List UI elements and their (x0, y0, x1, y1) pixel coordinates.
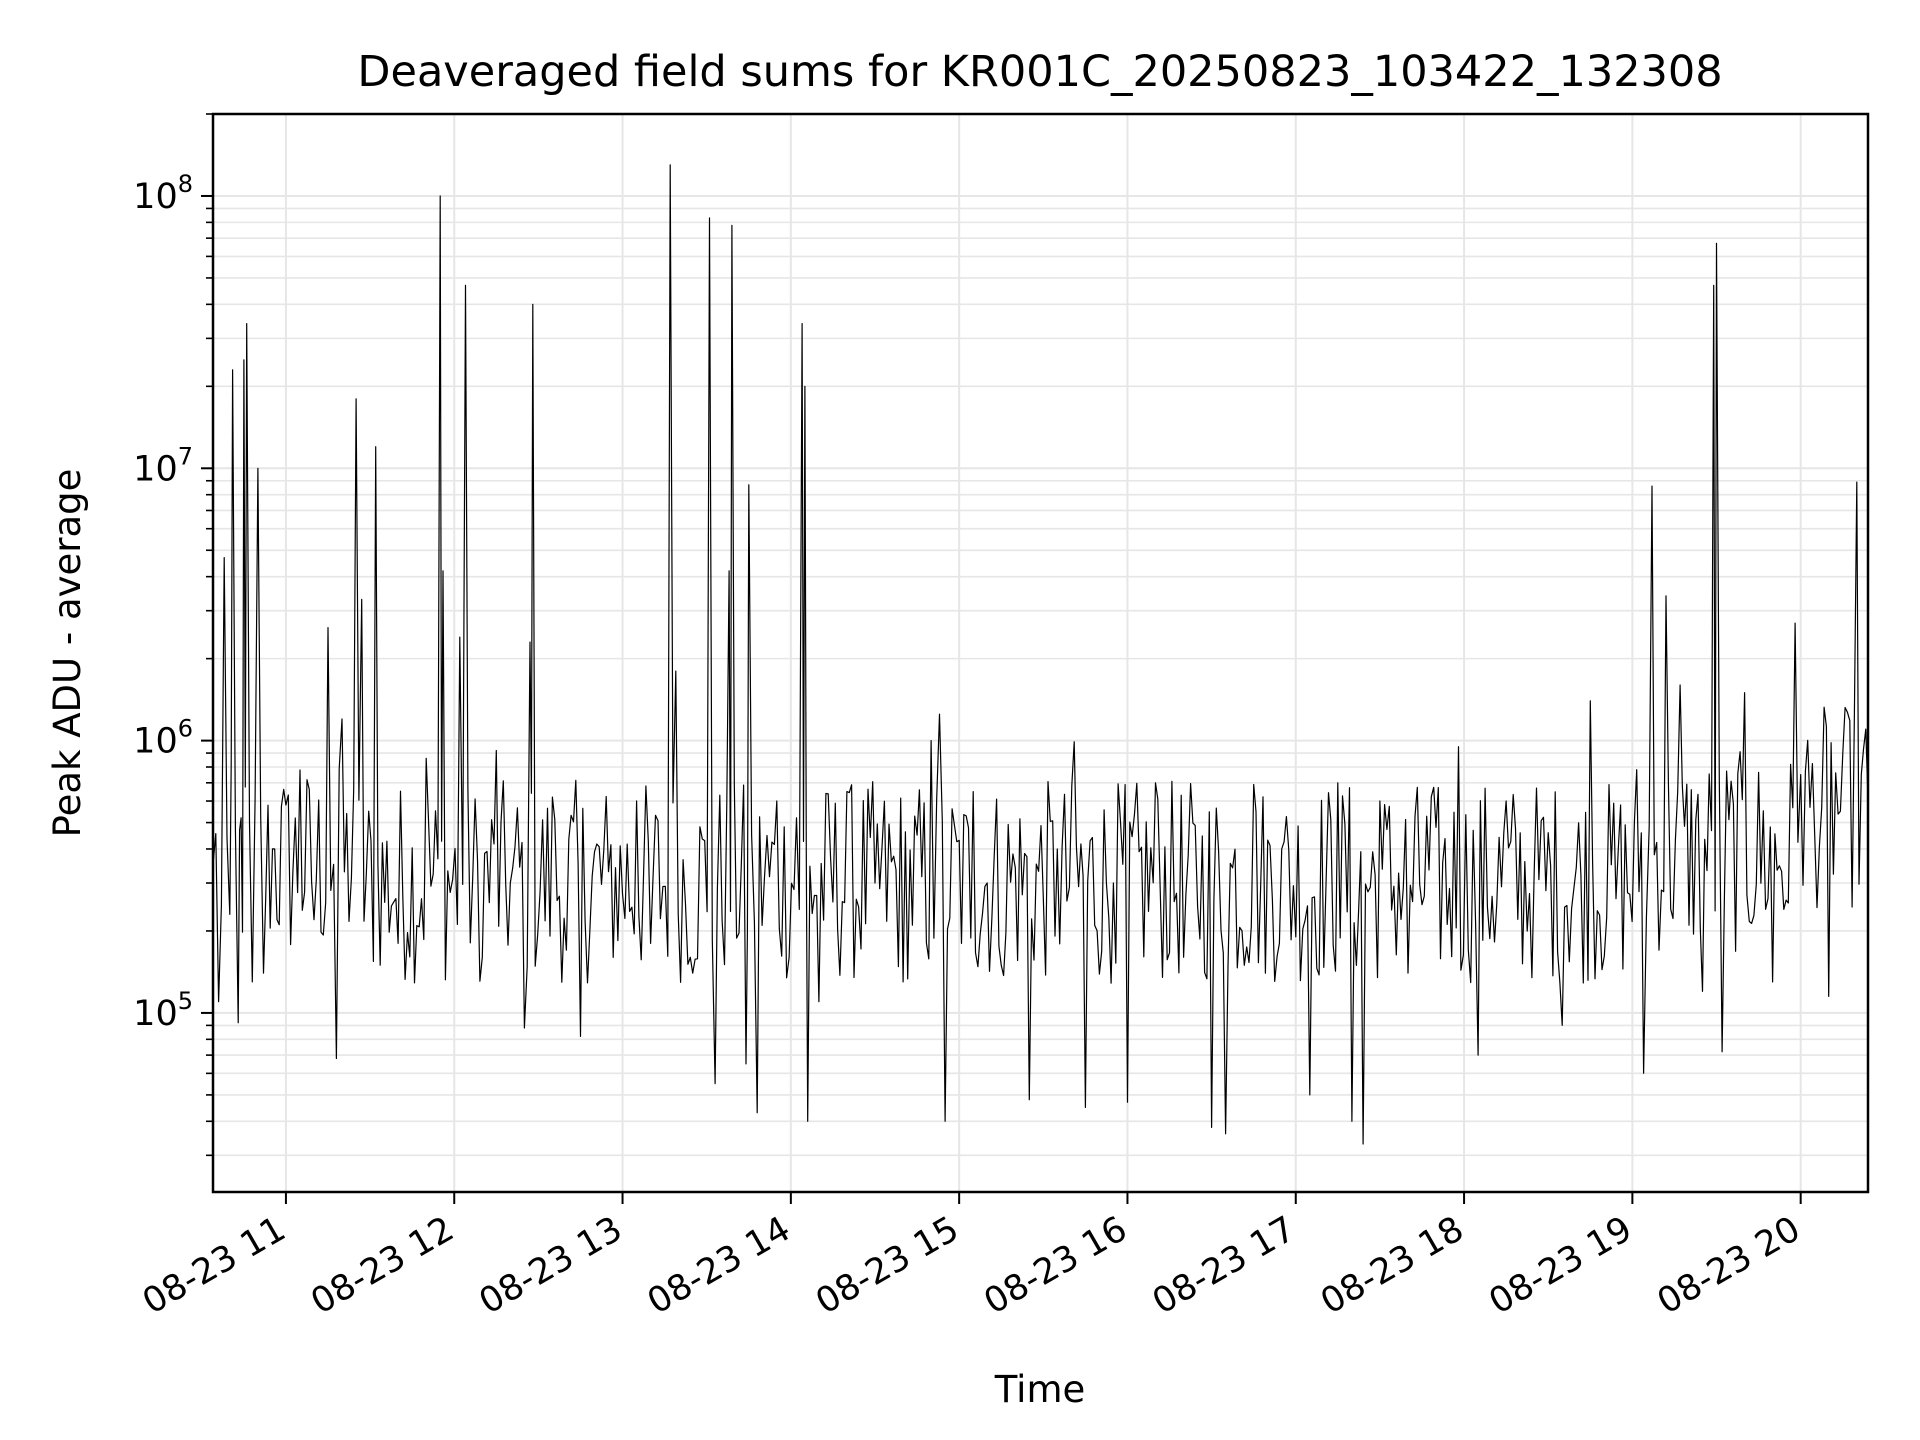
y-tick-label: 107 (133, 442, 193, 489)
grid-lines (213, 113, 1868, 1192)
y-tick-label: 106 (133, 715, 193, 762)
x-tick-label: 08-23 19 (1483, 1209, 1639, 1322)
y-tick-label: 105 (133, 987, 193, 1034)
y-tick-base: 10 (133, 177, 178, 217)
y-tick-base: 10 (133, 994, 178, 1034)
x-tick-label: 08-23 17 (1146, 1209, 1302, 1322)
plot-frame (211, 112, 1870, 1194)
y-tick-exponent: 6 (178, 715, 193, 743)
series-layer (212, 164, 1869, 1145)
x-tick-label: 08-23 15 (809, 1209, 965, 1322)
x-axis-label: Time (994, 1368, 1086, 1411)
x-tick-label: 08-23 12 (304, 1209, 460, 1322)
x-tick-label: 08-23 20 (1651, 1209, 1807, 1322)
x-axis: 08-23 11 08-23 12 08-23 13 08-23 14 08-23 15… (136, 1192, 1807, 1322)
x-tick-label: 08-23 11 (136, 1209, 292, 1322)
y-tick-base: 10 (133, 449, 178, 489)
x-tick-label: 08-23 16 (978, 1209, 1134, 1322)
y-tick-exponent: 7 (178, 442, 193, 470)
y-tick-exponent: 8 (178, 170, 193, 198)
y-tick-exponent: 5 (178, 987, 193, 1015)
series-line (212, 164, 1869, 1145)
y-tick-label: 108 (133, 170, 193, 217)
x-tick-label: 08-23 14 (641, 1209, 797, 1322)
y-tick-base: 10 (133, 722, 178, 762)
y-axis-label: Peak ADU - average (46, 469, 89, 838)
chart-title: Deaveraged field sums for KR001C_2025082… (357, 47, 1722, 97)
x-tick-label: 08-23 18 (1314, 1209, 1470, 1322)
x-tick-label: 08-23 13 (473, 1209, 629, 1322)
